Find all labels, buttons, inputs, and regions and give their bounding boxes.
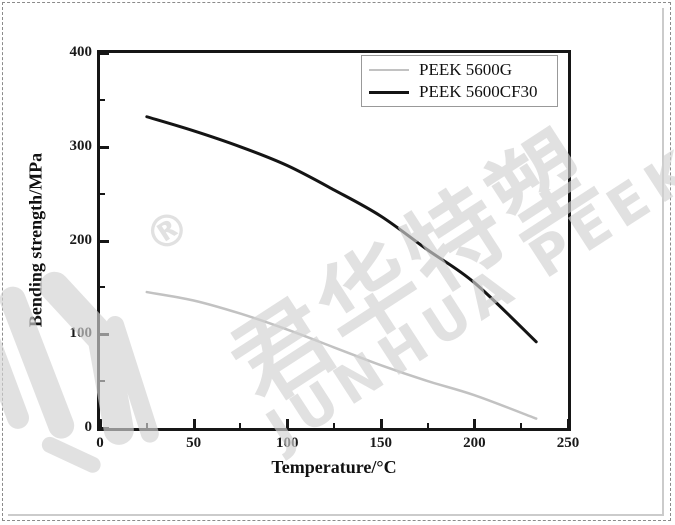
tick-mark — [473, 419, 477, 428]
legend-item: PEEK 5600G — [362, 59, 557, 81]
x-tick-label: 0 — [96, 435, 104, 451]
x-tick-label: 50 — [186, 435, 202, 451]
legend-item: PEEK 5600CF30 — [362, 81, 557, 103]
tick-mark — [100, 380, 105, 383]
legend-label: PEEK 5600G — [419, 60, 513, 79]
tick-mark — [567, 419, 570, 428]
x-tick-label: 200 — [463, 435, 486, 451]
tick-mark — [100, 427, 109, 430]
tick-mark — [100, 286, 105, 289]
tick-mark — [100, 145, 109, 149]
x-axis-title: Temperature/°C — [271, 457, 397, 477]
series-curves — [145, 115, 538, 420]
legend-line-sample — [369, 68, 409, 72]
tick-mark — [100, 333, 109, 337]
y-tick-label: 0 — [84, 419, 93, 435]
legend: PEEK 5600G PEEK 5600CF30 — [361, 55, 558, 107]
tick-mark — [100, 98, 105, 101]
tick-mark — [333, 423, 335, 428]
tick-mark — [192, 419, 196, 428]
y-tick-label: 400 — [69, 44, 93, 60]
tick-mark — [145, 423, 148, 428]
tick-mark — [239, 423, 242, 428]
y-tick-label: 100 — [69, 325, 93, 342]
tick-mark — [520, 423, 523, 428]
series-line-peek-5600cf30 — [145, 115, 538, 344]
legend-label: PEEK 5600CF30 — [419, 82, 538, 101]
x-tick-label: 250 — [556, 435, 580, 451]
y-tick-label: 300 — [69, 137, 93, 154]
x-tick-label: 150 — [369, 435, 393, 451]
tick-mark — [426, 423, 429, 428]
tick-mark — [100, 192, 105, 195]
x-tick-label: 100 — [275, 435, 299, 451]
legend-line-sample — [369, 90, 409, 94]
plot-area — [97, 50, 571, 431]
series-line-peek-5600g — [145, 290, 538, 420]
y-tick-label: 200 — [69, 231, 93, 248]
tick-mark — [100, 239, 109, 243]
tick-mark — [379, 419, 383, 428]
panel-shadow-right — [662, 8, 664, 516]
tick-mark — [100, 52, 109, 55]
tick-mark — [286, 419, 290, 428]
panel-shadow-bottom — [8, 514, 664, 516]
